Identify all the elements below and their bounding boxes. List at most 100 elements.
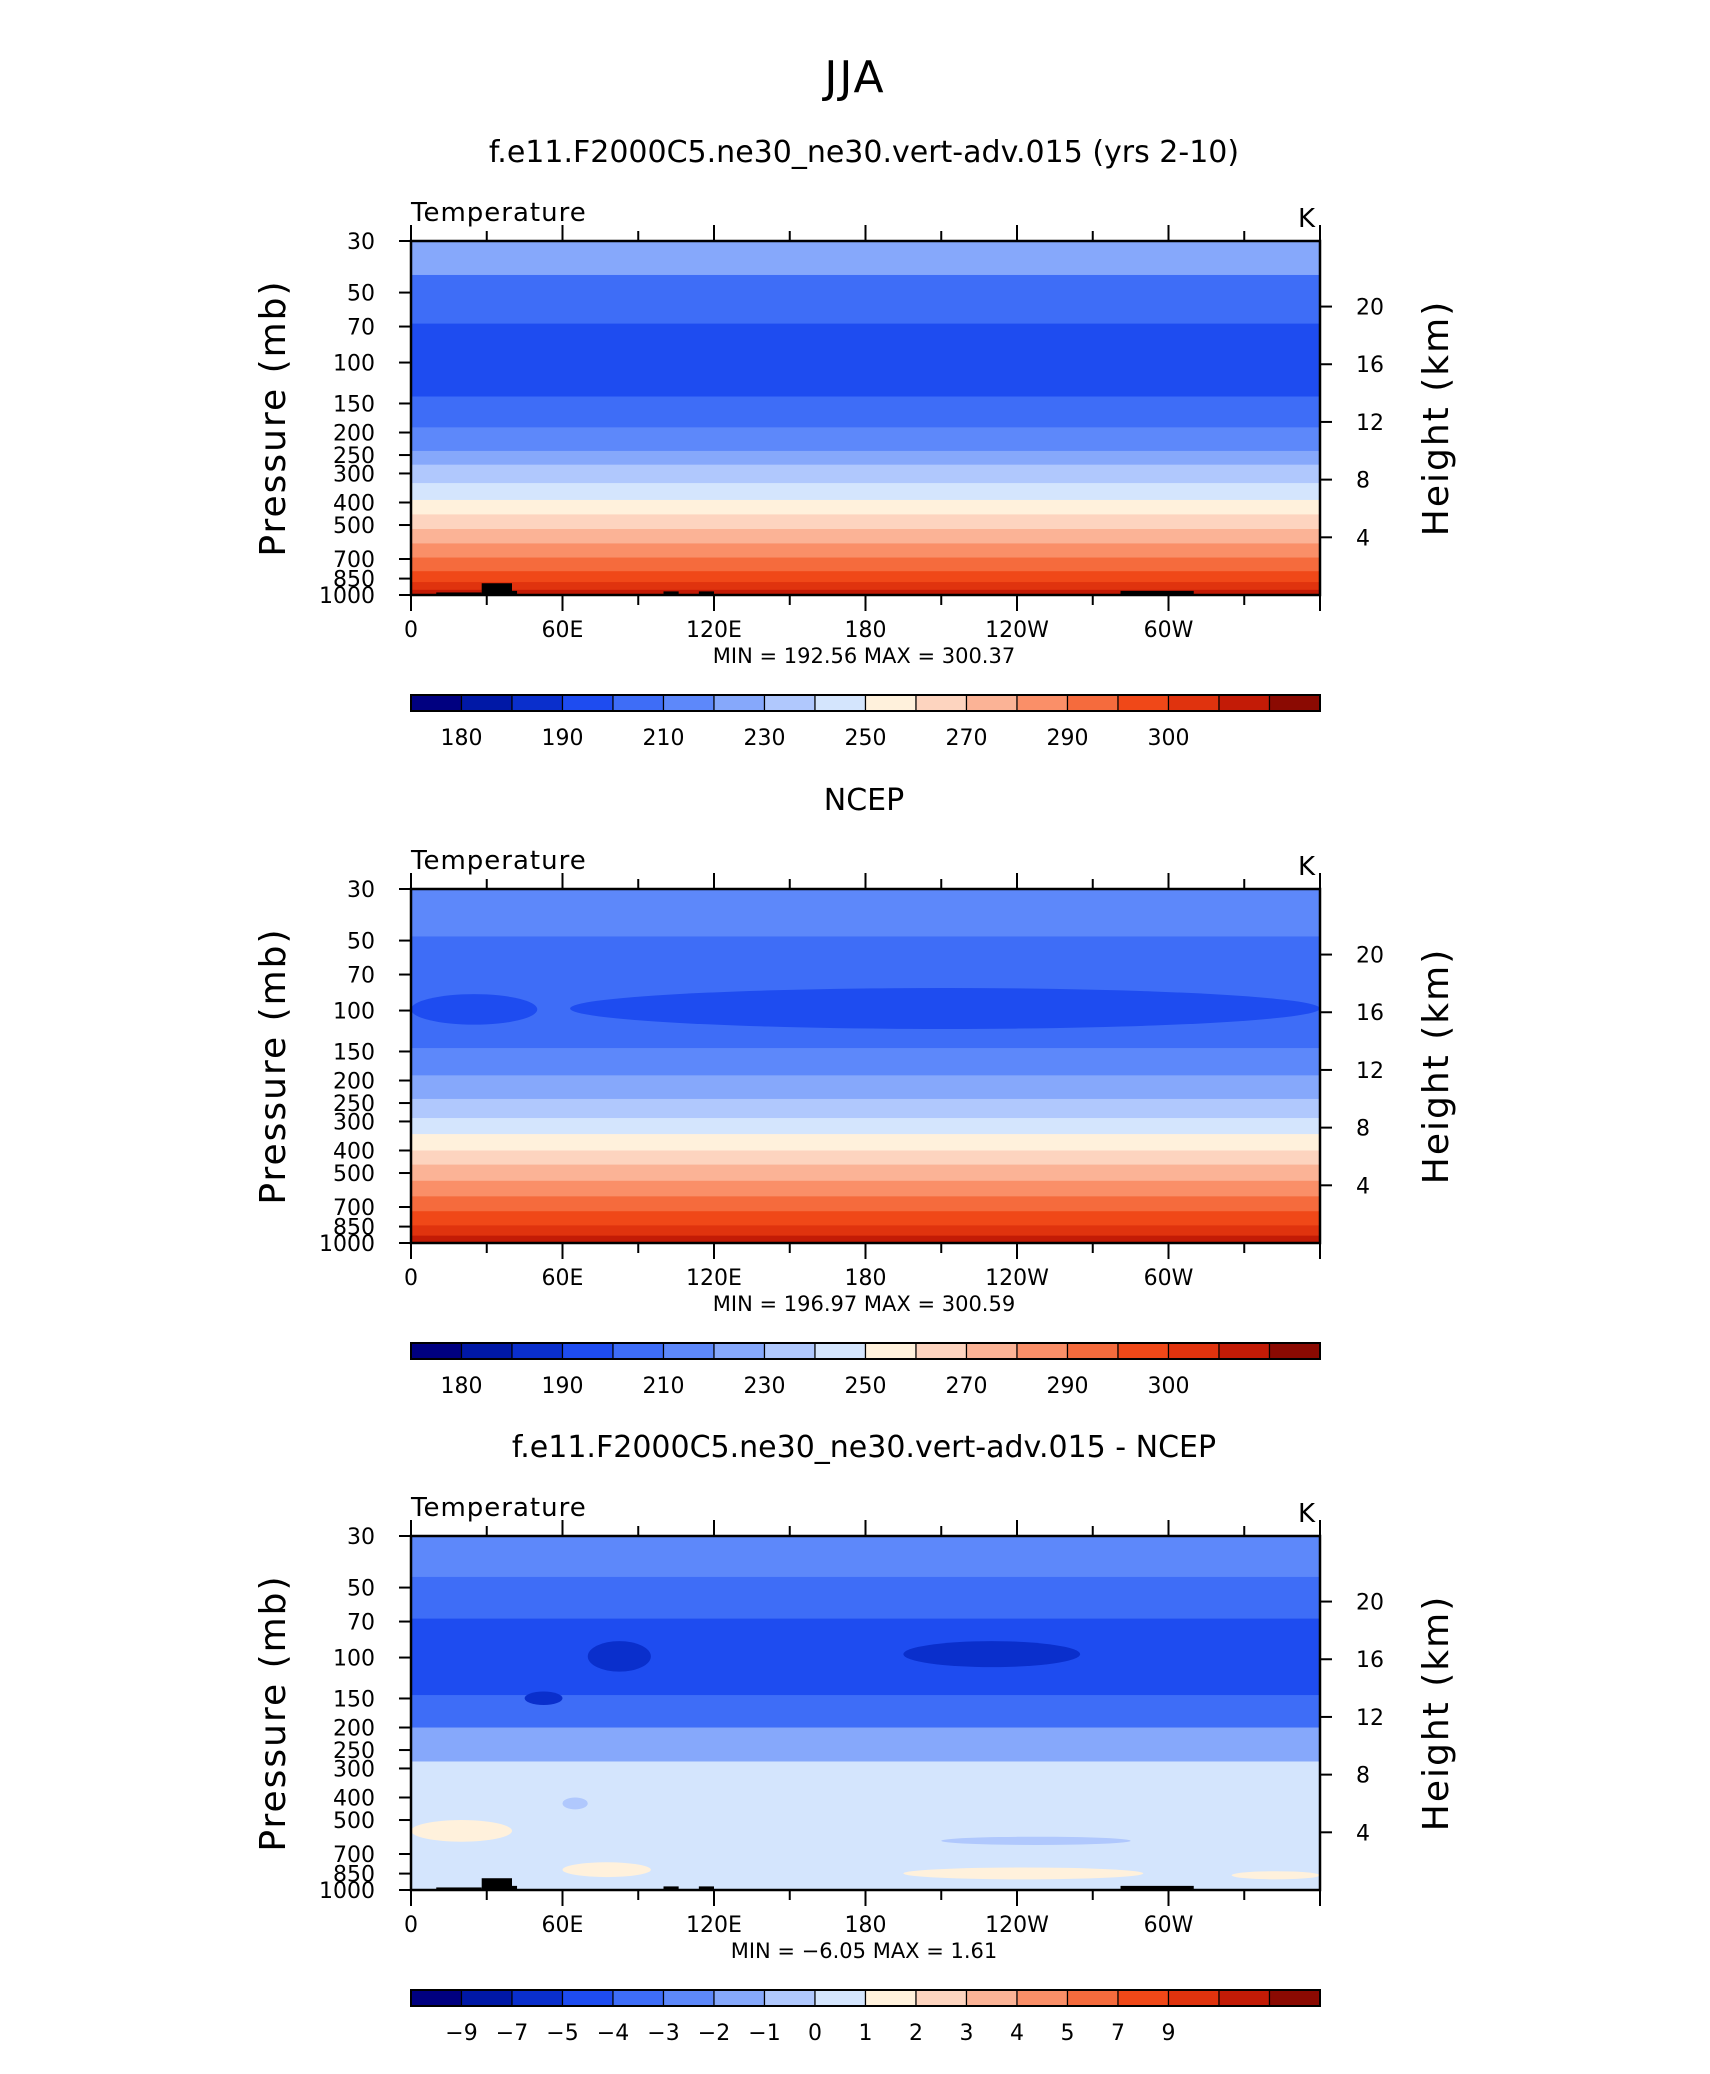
x-tick-label: 180 <box>845 618 887 643</box>
contour-region <box>562 1797 588 1810</box>
topography <box>663 1886 679 1890</box>
contour-band <box>411 1164 1320 1182</box>
colorbar-box <box>1117 694 1170 712</box>
y-tick-label: 1000 <box>319 1879 375 1904</box>
colorbar-box <box>1066 694 1119 712</box>
y2-tick-label: 4 <box>1356 1174 1370 1199</box>
colorbar-label: 7 <box>1111 2021 1125 2046</box>
y-tick-label: 500 <box>333 1162 375 1187</box>
colorbar-box <box>662 1342 715 1360</box>
colorbar-label: 230 <box>744 726 786 751</box>
topography <box>663 591 679 595</box>
y-tick-label: 500 <box>333 1809 375 1834</box>
y-tick-label: 100 <box>333 1647 375 1672</box>
colorbar-label: −9 <box>445 2021 477 2046</box>
contour-band <box>411 1196 1320 1212</box>
colorbar-box <box>561 694 614 712</box>
colorbar-box <box>612 694 665 712</box>
variable-label: Temperature <box>410 846 587 876</box>
units-label: K <box>1298 204 1316 234</box>
x-tick-label: 180 <box>845 1266 887 1291</box>
colorbar-box <box>763 1342 816 1360</box>
colorbar-label: 0 <box>808 2021 822 2046</box>
y-tick-label: 70 <box>347 316 375 341</box>
colorbar-box <box>1218 694 1271 712</box>
y-tick-label: 400 <box>333 1786 375 1811</box>
variable-label: Temperature <box>410 1493 587 1523</box>
y2-tick-label: 12 <box>1356 411 1384 436</box>
colorbar-box <box>1268 694 1321 712</box>
min-max-label: MIN = 196.97 MAX = 300.59 <box>713 1292 1015 1316</box>
y-tick-label: 850 <box>333 568 375 593</box>
colorbar-label: 3 <box>960 2021 974 2046</box>
colorbar-box <box>864 1989 917 2007</box>
y-tick-label: 1000 <box>319 1232 375 1257</box>
x-tick-label: 120E <box>686 1266 742 1291</box>
topography <box>481 583 512 595</box>
colorbar-box <box>713 1989 766 2007</box>
contour-band <box>411 1536 1320 1578</box>
colorbar-box <box>460 1989 513 2007</box>
panel-ncep: NCEP Temperature K 0 60E 120E 180 120W 60W 30 50 70… <box>253 783 1457 1399</box>
colorbar-box <box>1218 1989 1271 2007</box>
y-tick-label: 70 <box>347 1611 375 1636</box>
colorbar-label: 290 <box>1047 726 1089 751</box>
y2-tick-label: 20 <box>1356 296 1384 321</box>
x-tick-label: 60E <box>542 1913 584 1938</box>
colorbar-frame <box>410 694 1321 712</box>
y2-tick-label: 8 <box>1356 1764 1370 1789</box>
colorbar-box <box>814 1989 867 2007</box>
colorbar-label: 230 <box>744 1374 786 1399</box>
contour-band <box>411 483 1320 501</box>
colorbar-box <box>814 1342 867 1360</box>
y-axis-label: Pressure (mb) <box>253 279 294 556</box>
y-tick-label: 50 <box>347 930 375 955</box>
y2-axis-label: Height (km) <box>1416 300 1457 536</box>
y-tick-label: 30 <box>347 230 375 255</box>
colorbar-box <box>561 1989 614 2007</box>
colorbar-box <box>410 694 463 712</box>
min-max-label: MIN = 192.56 MAX = 300.37 <box>713 644 1015 668</box>
x-tick-label: 120W <box>985 1266 1049 1291</box>
colorbar-label: 190 <box>542 1374 584 1399</box>
x-tick-label: 120W <box>985 618 1049 643</box>
y-tick-label: 200 <box>333 1070 375 1095</box>
y-tick-label: 850 <box>333 1863 375 1888</box>
colorbar-box <box>965 694 1018 712</box>
colorbar-label: 4 <box>1010 2021 1024 2046</box>
colorbar-box <box>713 694 766 712</box>
contour-band <box>411 1134 1320 1151</box>
colorbar-box <box>410 1989 463 2007</box>
colorbar-frame <box>410 1989 1321 2007</box>
topography <box>512 590 518 595</box>
y2-tick-label: 20 <box>1356 944 1384 969</box>
y-tick-label: 300 <box>333 462 375 487</box>
y-tick-label: 200 <box>333 1717 375 1742</box>
y2-tick-label: 16 <box>1356 353 1384 378</box>
y-tick-label: 150 <box>333 392 375 417</box>
colorbar-label: 9 <box>1162 2021 1176 2046</box>
x-tick-label: 120E <box>686 618 742 643</box>
y-tick-label: 100 <box>333 352 375 377</box>
contour-band <box>411 1576 1320 1620</box>
contour-band <box>411 1235 1320 1243</box>
colorbar-label: −2 <box>698 2021 730 2046</box>
x-tick-label: 60W <box>1144 618 1194 643</box>
x-tick-label: 60E <box>542 1266 584 1291</box>
y-tick-label: 50 <box>347 1577 375 1602</box>
colorbar-box <box>511 694 564 712</box>
colorbar-label: −4 <box>597 2021 629 2046</box>
topography <box>436 1887 482 1890</box>
plot-area <box>411 241 1320 595</box>
colorbar-label: −1 <box>748 2021 780 2046</box>
colorbar-box <box>1218 1342 1271 1360</box>
variable-label: Temperature <box>410 198 587 228</box>
colorbar-box <box>915 1342 968 1360</box>
colorbar-box <box>662 694 715 712</box>
colorbar-box <box>1268 1989 1321 2007</box>
y-tick-label: 30 <box>347 1525 375 1550</box>
colorbar-box <box>763 1989 816 2007</box>
contour-band <box>411 571 1320 583</box>
x-tick-label: 120W <box>985 1913 1049 1938</box>
x-tick-label: 60E <box>542 618 584 643</box>
